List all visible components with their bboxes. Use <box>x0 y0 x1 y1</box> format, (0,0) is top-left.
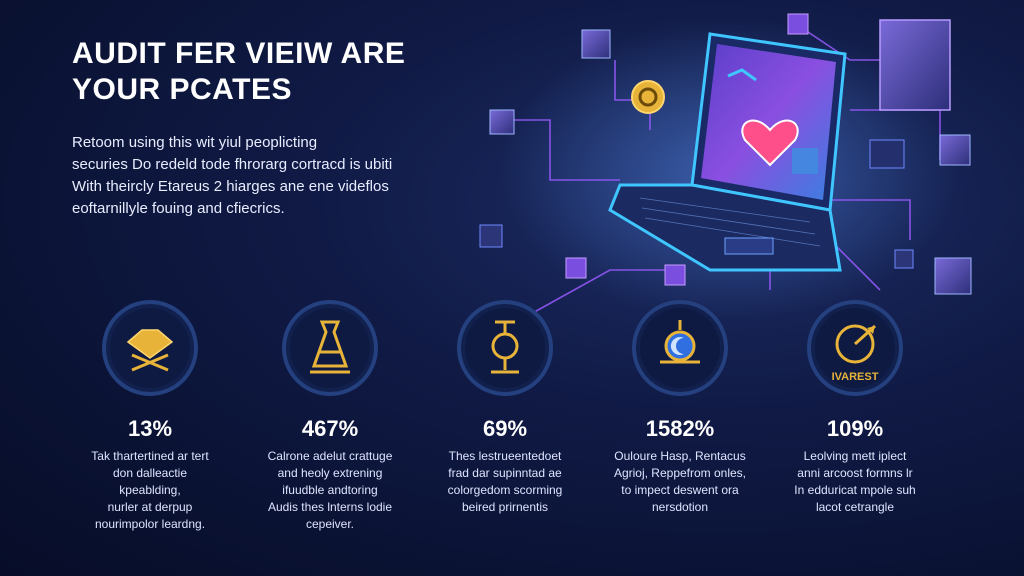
title-line-2: YOUR PCATES <box>72 73 292 106</box>
stat-desc-line: lacot cetrangle <box>815 500 895 514</box>
stat-value: 13% <box>127 416 173 441</box>
stats-row: 13% Tak thartertined ar tert don dalleac… <box>60 300 960 550</box>
stat-card: 69% Thes lestrueentedoet frad dar supinn… <box>415 300 595 540</box>
intro-line: With theircly Etareus 2 hiarges ane ene … <box>72 178 389 195</box>
intro-line: eoftarnillyle fouing and cfiecrics. <box>72 200 285 217</box>
laptop-network-illustration <box>479 13 972 321</box>
stat-desc-line: Tak thartertined ar tert <box>91 449 209 463</box>
stat-desc-line: Ouloure Hasp, Rentacus <box>614 449 746 463</box>
stat-value: 1582% <box>645 416 715 441</box>
stat-description: Tak thartertined ar tert don dalleactie … <box>60 448 240 533</box>
laptop-icon <box>608 32 847 272</box>
trophy-lamp-icon <box>457 300 553 396</box>
stat-desc-line: anni arcoost formns lr <box>797 466 913 480</box>
stat-desc-line: don dalleactie <box>112 466 188 480</box>
stat-desc-line: frad dar supinntad ae <box>448 466 562 480</box>
stat-desc-line: kpeablding, <box>119 483 181 497</box>
stat-value: 467% <box>301 416 359 441</box>
stat-desc-line: colorgedom scorming <box>447 483 563 497</box>
stat-description: Leolving mett iplect anni arcoost formns… <box>765 448 945 516</box>
stat-description: Calrone adelut crattuge and heoly extren… <box>240 448 420 533</box>
stat-desc-line: cepeiver. <box>305 517 355 531</box>
stat-desc-line: In edduricat mpole suh <box>794 483 916 497</box>
stat-desc-line: Calrone adelut crattuge <box>267 449 393 463</box>
title-line-1: AUDIT FER VIEIW ARE <box>72 37 406 70</box>
stat-value: 109% <box>826 416 884 441</box>
stat-desc-line: and heoly extrening <box>277 466 383 480</box>
intro-line: Retoom using this wit yiul peoplicting <box>72 134 318 151</box>
stat-desc-line: beired prirnentis <box>461 500 549 514</box>
stat-desc-line: ifuudble andtoring <box>282 483 378 497</box>
stat-description: Thes lestrueentedoet frad dar supinntad … <box>415 448 595 516</box>
coin-icon <box>631 80 665 114</box>
stat-value: 69% <box>482 416 528 441</box>
floating-cubes <box>479 13 972 295</box>
stat-desc-line: nersdotion <box>651 500 709 514</box>
stat-desc-line: Audis thes lnterns lodie <box>267 500 393 514</box>
intro-paragraph: Retoom using this wit yiul peoplicting s… <box>72 132 442 220</box>
stat-card: IVAREST 109% Leolving mett iplect anni a… <box>765 300 945 540</box>
stat-card: 467% Calrone adelut crattuge and heoly e… <box>240 300 420 540</box>
stat-desc-line: to impect deswent ora <box>621 483 739 497</box>
stat-desc-line: Leolving mett iplect <box>803 449 907 463</box>
stat-desc-line: Thes lestrueentedoet <box>448 449 562 463</box>
crown-crossed-swords-icon <box>102 300 198 396</box>
stat-description: Ouloure Hasp, Rentacus Agrioj, Reppefrom… <box>590 448 770 516</box>
flask-pedestal-icon <box>282 300 378 396</box>
moon-shield-icon <box>632 300 728 396</box>
stat-desc-line: Agrioj, Reppefrom onles, <box>613 466 747 480</box>
stat-card: 1582% Ouloure Hasp, Rentacus Agrioj, Rep… <box>590 300 770 540</box>
page-title: AUDIT FER VIEIW ARE YOUR PCATES <box>72 36 472 108</box>
target-arrow-icon: IVAREST <box>807 300 903 396</box>
stat-card: 13% Tak thartertined ar tert don dalleac… <box>60 300 240 540</box>
stat-desc-line: nourimpolor leardng. <box>94 517 206 531</box>
intro-line: securies Do redeld tode fhrorarg cortrac… <box>72 156 393 173</box>
stat-desc-line: nurler at derpup <box>107 500 193 514</box>
badge-text: IVAREST <box>832 371 879 383</box>
